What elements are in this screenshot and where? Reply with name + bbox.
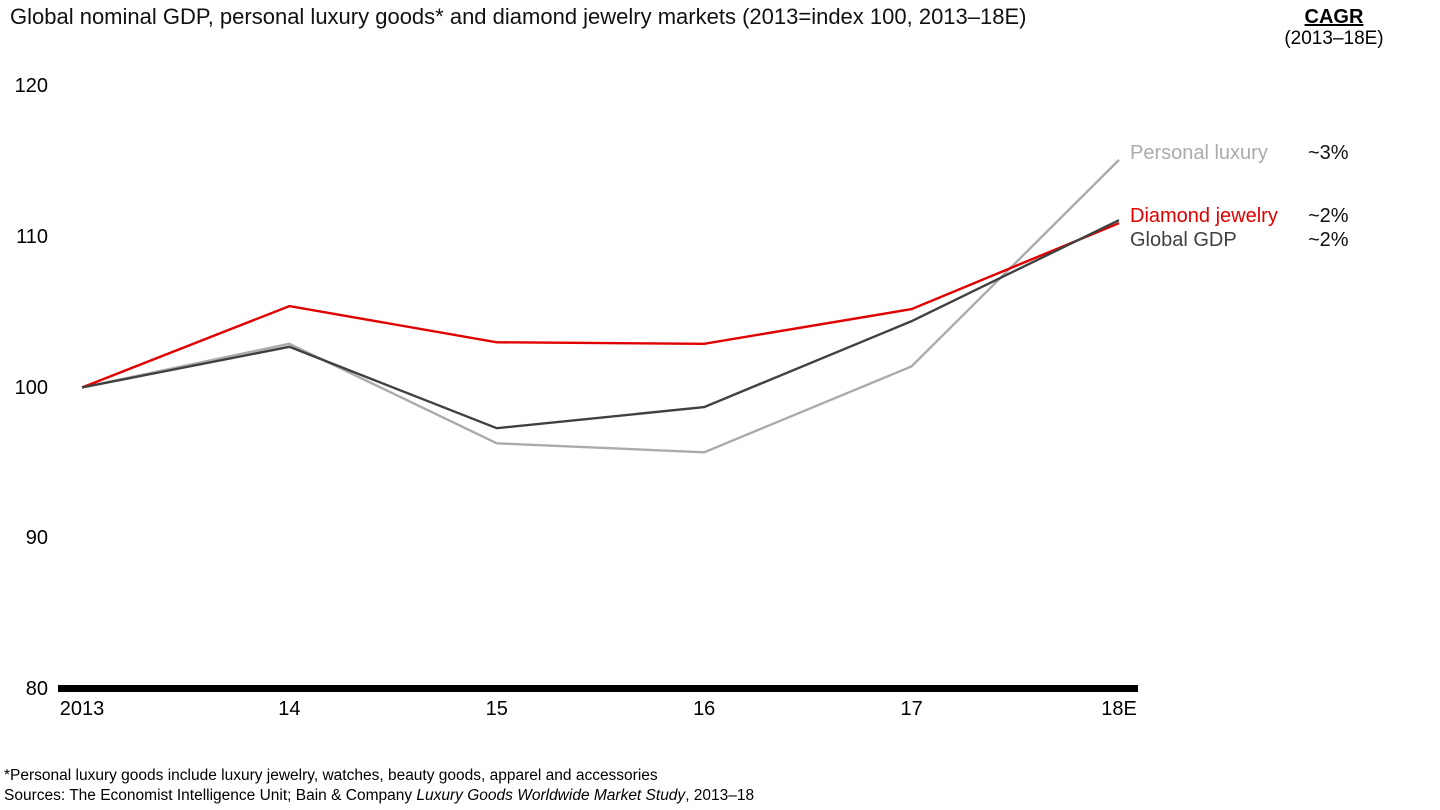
y-axis-label-80: 80 xyxy=(25,678,48,700)
x-axis-label-18E: 18E xyxy=(1101,698,1137,720)
cagr-header: CAGR (2013–18E) xyxy=(1268,6,1400,50)
x-axis-label-15: 15 xyxy=(485,698,508,720)
x-axis-label-16: 16 xyxy=(693,698,716,720)
footnote-definition: *Personal luxury goods include luxury je… xyxy=(4,767,658,784)
cagr-header-label: CAGR xyxy=(1304,6,1364,28)
footnotes: *Personal luxury goods include luxury je… xyxy=(4,766,754,806)
legend-label-global-gdp: Global GDP xyxy=(1130,229,1237,251)
y-axis-label-120: 120 xyxy=(14,75,48,97)
line-personal-luxury xyxy=(81,159,1120,454)
y-axis-label-110: 110 xyxy=(16,225,48,248)
legend-label-diamond-jewelry: Diamond jewelry xyxy=(1130,205,1278,227)
legend-item-personal-luxury: Personal luxury ~3% xyxy=(1130,141,1410,165)
line-diamond-jewelry xyxy=(81,222,1120,389)
cagr-value-personal-luxury: ~3% xyxy=(1308,142,1349,164)
cagr-header-period: (2013–18E) xyxy=(1284,28,1384,49)
y-axis-label-100: 100 xyxy=(14,376,48,399)
line-global-gdp xyxy=(81,219,1120,430)
x-axis-label-2013: 2013 xyxy=(59,698,105,720)
y-axis-label-90: 90 xyxy=(25,527,48,550)
cagr-value-diamond-jewelry: ~2% xyxy=(1308,205,1349,227)
footnote-sources-prefix: Sources: The Economist Intelligence Unit… xyxy=(4,787,417,804)
legend-item-global-gdp: Global GDP ~2% xyxy=(1130,228,1410,252)
x-axis-line xyxy=(58,685,1138,692)
footnote-sources-suffix: , 2013–18 xyxy=(685,787,755,804)
footnote-sources: Sources: The Economist Intelligence Unit… xyxy=(4,786,754,806)
page-title: Global nominal GDP, personal luxury good… xyxy=(10,4,1027,29)
cagr-value-global-gdp: ~2% xyxy=(1308,229,1349,251)
legend-item-diamond-jewelry: Diamond jewelry ~2% xyxy=(1130,204,1410,228)
x-axis-label-17: 17 xyxy=(900,698,923,720)
legend-label-personal-luxury: Personal luxury xyxy=(1130,142,1268,164)
footnote-sources-study-title: Luxury Goods Worldwide Market Study xyxy=(416,787,686,804)
x-axis-label-14: 14 xyxy=(278,698,301,720)
